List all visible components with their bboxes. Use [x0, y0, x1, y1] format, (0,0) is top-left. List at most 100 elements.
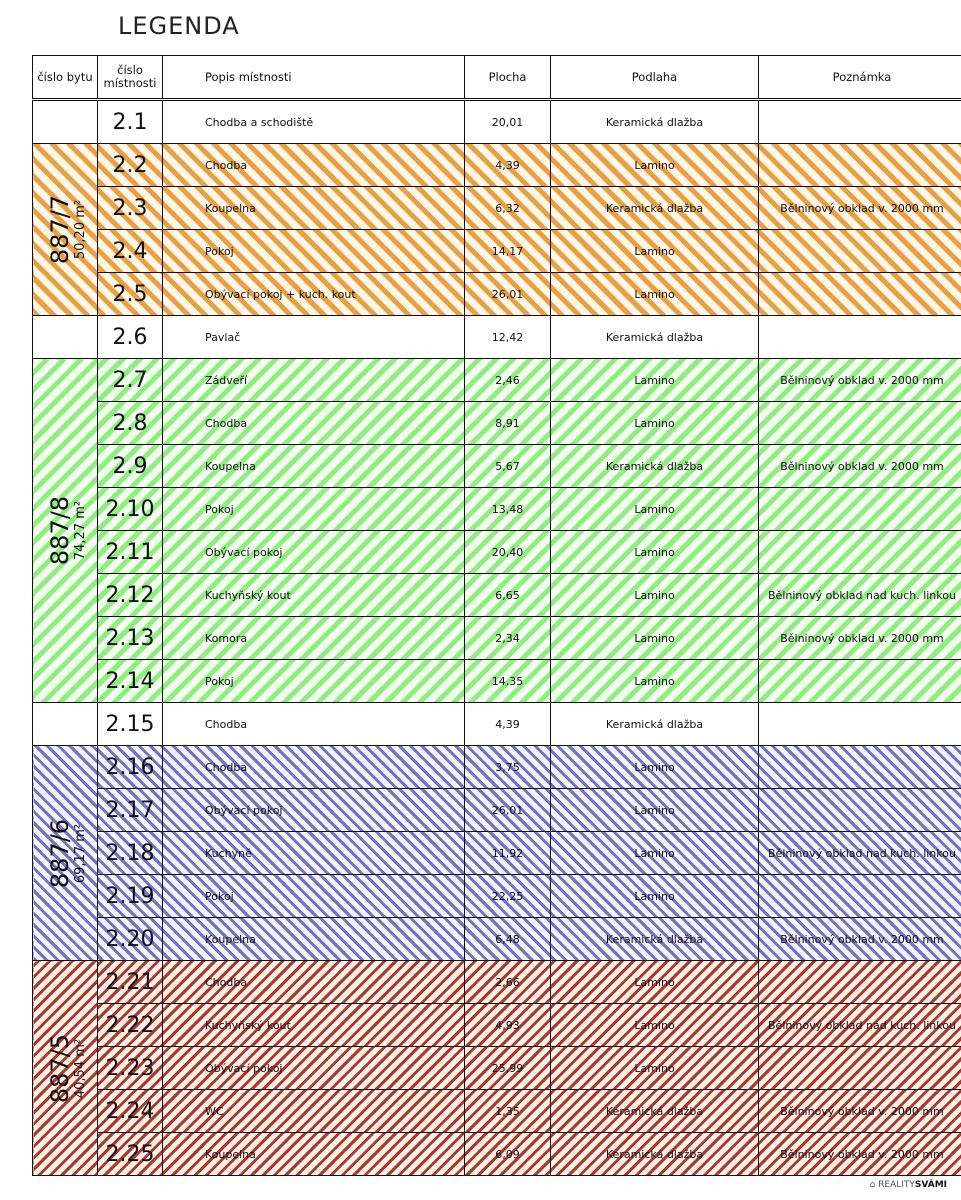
room-floor: Lamino [550, 530, 759, 574]
room-area: 8,91 [464, 401, 551, 445]
room-floor: Lamino [550, 401, 759, 445]
room-floor: Keramická dlažba [550, 917, 759, 961]
room-description: Koupelna [162, 444, 465, 488]
room-note: Bělninový obklad v. 2000 mm [758, 917, 961, 961]
room-number: 2.2 [97, 143, 163, 187]
table-row: 887/5 40,54 m² 2.21 Chodba 2,66 Lamino [32, 960, 961, 1176]
room-note: Bělninový obklad v. 2000 mm [758, 186, 961, 230]
room-floor: Lamino [550, 831, 759, 875]
room-number: 2.15 [97, 702, 163, 746]
table-row: 2.20 Koupelna 6,48 Keramická dlažba Bělninov… [32, 917, 961, 961]
room-floor: Lamino [550, 659, 759, 703]
room-number: 2.1 [97, 99, 163, 144]
room-area: 12,42 [464, 315, 551, 359]
table-row: 2.1 Chodba a schodiště 20,01 Keramická dlaž… [32, 99, 961, 144]
room-description: Chodba [162, 745, 465, 789]
room-floor: Keramická dlažba [550, 315, 759, 359]
room-description: Komora [162, 616, 465, 660]
room-area: 11,92 [464, 831, 551, 875]
room-description: Obývací pokoj [162, 530, 465, 574]
room-description: Pokoj [162, 874, 465, 918]
room-area: 22,25 [464, 874, 551, 918]
room-area: 26,01 [464, 272, 551, 316]
room-number: 2.8 [97, 401, 163, 445]
room-floor: Keramická dlažba [550, 702, 759, 746]
room-description: Obývací pokoj + kuch. kout [162, 272, 465, 316]
table-row: 2.4 Pokoj 14,17 Lamino [32, 229, 961, 273]
room-number: 2.18 [97, 831, 163, 875]
room-number: 2.20 [97, 917, 163, 961]
room-description: Koupelna [162, 1132, 465, 1176]
room-floor: Lamino [550, 788, 759, 832]
room-description: Obývací pokoj [162, 1046, 465, 1090]
header-row: číslo bytu číslo místnosti Popis místnos… [32, 55, 961, 101]
room-number: 2.3 [97, 186, 163, 230]
header-room-number: číslo místnosti [97, 55, 163, 101]
room-description: Zádveří [162, 358, 465, 402]
header-note: Poznámka [758, 55, 961, 101]
room-number: 2.17 [97, 788, 163, 832]
room-note [758, 788, 961, 832]
room-number: 2.9 [97, 444, 163, 488]
room-area: 26,01 [464, 788, 551, 832]
table-row: 2.12 Kuchyňský kout 6,65 Lamino Bělninový ob… [32, 573, 961, 617]
page-title: LEGENDA [118, 12, 240, 40]
header-area: Plocha [464, 55, 551, 101]
header-apartment: číslo bytu [32, 55, 98, 101]
table-row: 2.10 Pokoj 13,48 Lamino [32, 487, 961, 531]
room-number: 2.4 [97, 229, 163, 273]
room-description: Pokoj [162, 659, 465, 703]
room-floor: Lamino [550, 573, 759, 617]
room-floor: Keramická dlažba [550, 186, 759, 230]
room-description: Obývací pokoj [162, 788, 465, 832]
room-description: Koupelna [162, 186, 465, 230]
table-row: 2.14 Pokoj 14,35 Lamino [32, 659, 961, 703]
apartment-code: 887/8 [46, 495, 75, 566]
room-area: 1,35 [464, 1089, 551, 1133]
room-note [758, 143, 961, 187]
room-note: Bělninový obklad v. 2000 mm [758, 1132, 961, 1176]
room-number: 2.13 [97, 616, 163, 660]
apartment-size: 40,54 m² [73, 1038, 89, 1098]
room-area: 20,40 [464, 530, 551, 574]
room-number: 2.23 [97, 1046, 163, 1090]
room-note [758, 874, 961, 918]
table-row: 2.19 Pokoj 22,25 Lamino [32, 874, 961, 918]
room-number: 2.16 [97, 745, 163, 789]
room-number: 2.24 [97, 1089, 163, 1133]
room-floor: Lamino [550, 358, 759, 402]
room-note: Bělninový obklad nad kuch. linkou [758, 831, 961, 875]
room-floor: Keramická dlažba [550, 1132, 759, 1176]
table-row: 2.17 Obývací pokoj 26,01 Lamino [32, 788, 961, 832]
room-area: 6,09 [464, 1132, 551, 1176]
room-note [758, 272, 961, 316]
room-description: Pokoj [162, 229, 465, 273]
room-floor: Keramická dlažba [550, 444, 759, 488]
room-number: 2.10 [97, 487, 163, 531]
header-description: Popis místnosti [162, 55, 465, 101]
room-description: Chodba a schodiště [162, 99, 465, 144]
legend-table: číslo bytu číslo místnosti Popis místnos… [32, 55, 961, 1176]
apartment-cell: 887/8 74,27 m² [32, 358, 98, 703]
apartment-size: 50,20 m² [73, 199, 89, 260]
table-row: 2.15 Chodba 4,39 Keramická dlažba [32, 702, 961, 746]
apartment-label: 887/8 74,27 m² [46, 495, 88, 566]
room-note [758, 960, 961, 1004]
room-floor: Keramická dlažba [550, 1089, 759, 1133]
room-floor: Lamino [550, 745, 759, 789]
room-floor: Lamino [550, 1003, 759, 1047]
room-area: 6,65 [464, 573, 551, 617]
room-area: 5,67 [464, 444, 551, 488]
room-number: 2.12 [97, 573, 163, 617]
room-description: Chodba [162, 960, 465, 1004]
apartment-code: 887/5 [46, 1033, 75, 1103]
apartment-cell: 887/5 40,54 m² [32, 960, 98, 1176]
room-note [758, 99, 961, 144]
room-number: 2.7 [97, 358, 163, 402]
room-area: 14,35 [464, 659, 551, 703]
room-number: 2.11 [97, 530, 163, 574]
room-description: Kuchyňský kout [162, 1003, 465, 1047]
room-floor: Lamino [550, 272, 759, 316]
room-note [758, 745, 961, 789]
room-area: 14,17 [464, 229, 551, 273]
